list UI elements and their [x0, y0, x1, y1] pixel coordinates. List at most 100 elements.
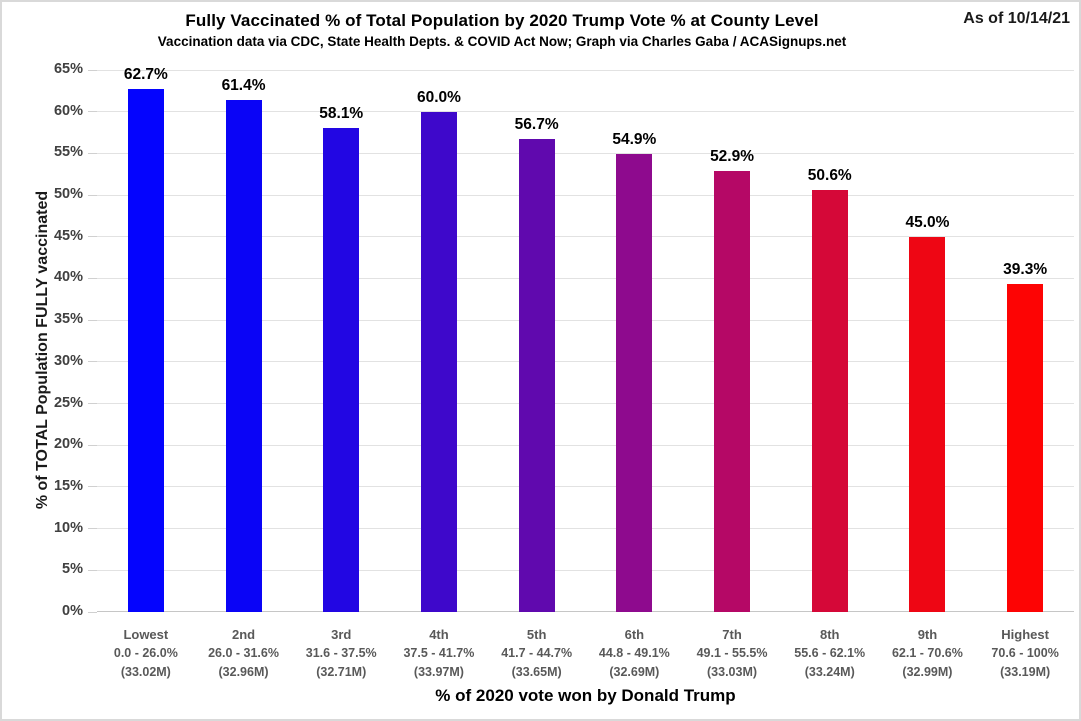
y-tick-mark — [88, 236, 97, 238]
y-tick-label: 15% — [53, 477, 83, 494]
y-tick-mark — [88, 611, 97, 613]
x-category-population: (33.65M) — [511, 665, 562, 679]
x-category-range: 44.8 - 49.1% — [598, 646, 670, 660]
gridline — [97, 319, 1074, 321]
x-axis-line — [97, 611, 1074, 612]
x-category-name: 9th — [917, 627, 938, 642]
y-tick-label: 35% — [53, 311, 83, 328]
x-category-label: 8th 55.6 - 62.1% (33.24M) — [781, 625, 879, 682]
y-axis-title: % of TOTAL Population FULLY vaccinated — [34, 190, 51, 510]
y-tick-label: 40% — [53, 269, 83, 286]
x-category-population: (32.99M) — [902, 665, 953, 679]
y-tick-mark — [88, 528, 97, 530]
y-tick-label: 5% — [62, 561, 83, 578]
gridline — [97, 528, 1074, 530]
bar-value-label: 39.3% — [1003, 261, 1048, 279]
x-category-range: 41.7 - 44.7% — [501, 646, 573, 660]
y-tick-label: 45% — [53, 227, 83, 244]
x-category-name: 5th — [526, 627, 547, 642]
y-tick-label: 0% — [62, 603, 83, 619]
bar-value-label: 56.7% — [514, 116, 559, 134]
gridline — [97, 236, 1074, 238]
x-category-name: 8th — [819, 627, 840, 642]
x-category-range: 70.6 - 100% — [991, 646, 1059, 660]
bar — [420, 111, 457, 612]
gridline — [97, 569, 1074, 571]
bar — [714, 170, 751, 612]
bar-value-label: 54.9% — [612, 131, 657, 149]
bar — [1007, 284, 1044, 612]
bar — [127, 89, 164, 612]
y-tick-mark — [88, 444, 97, 446]
x-category-label: 5th 41.7 - 44.7% (33.65M) — [488, 625, 586, 682]
x-category-name: 6th — [624, 627, 645, 642]
y-tick-label: 55% — [53, 144, 83, 161]
y-tick-mark — [88, 152, 97, 154]
x-category-name: 4th — [429, 627, 449, 642]
gridline — [97, 444, 1074, 446]
gridline — [97, 111, 1074, 113]
x-category-name: Highest — [1001, 627, 1049, 642]
bar-value-label: 62.7% — [123, 66, 168, 84]
bar — [225, 100, 262, 612]
x-category-label: Lowest 0.0 - 26.0% (33.02M) — [97, 625, 195, 682]
y-tick-mark — [88, 486, 97, 488]
x-category-label: 2nd 26.0 - 31.6% (32.96M) — [195, 625, 293, 682]
x-category-name: 2nd — [231, 627, 256, 642]
y-tick-label: 10% — [53, 519, 83, 536]
y-tick-mark — [88, 69, 97, 71]
y-tick-label: 60% — [53, 102, 83, 119]
gridline — [97, 403, 1074, 405]
y-tick-label: 20% — [53, 436, 83, 453]
bar-value-label: 52.9% — [710, 147, 755, 165]
x-category-name: 3rd — [331, 627, 352, 642]
x-category-label: Highest 70.6 - 100% (33.19M) — [976, 625, 1074, 682]
x-category-population: (33.02M) — [120, 665, 171, 679]
x-category-population: (32.96M) — [218, 665, 269, 679]
x-category-population: (32.69M) — [609, 665, 660, 679]
chart-subtitle: Vaccination data via CDC, State Health D… — [157, 34, 847, 49]
y-tick-label: 25% — [53, 394, 83, 411]
y-tick-mark — [88, 111, 97, 113]
x-category-label: 6th 44.8 - 49.1% (32.69M) — [586, 625, 684, 682]
chart-title: Fully Vaccinated % of Total Population b… — [185, 11, 819, 30]
as-of-date: As of 10/14/21 — [963, 10, 1070, 27]
x-category-range: 31.6 - 37.5% — [305, 646, 377, 660]
bar — [811, 190, 848, 612]
bar — [616, 154, 653, 612]
y-tick-label: 65% — [53, 61, 83, 77]
y-tick-mark — [88, 194, 97, 196]
gridline — [97, 486, 1074, 488]
x-category-label: 9th 62.1 - 70.6% (32.99M) — [879, 625, 977, 682]
x-category-population: (33.24M) — [804, 665, 855, 679]
gridline — [97, 277, 1074, 279]
y-tick-mark — [88, 319, 97, 321]
y-tick-mark — [88, 569, 97, 571]
x-category-label: 4th 37.5 - 41.7% (33.97M) — [390, 625, 488, 682]
bar-value-label: 45.0% — [905, 213, 950, 231]
y-tick-label: 30% — [53, 352, 83, 369]
bar-value-label: 61.4% — [221, 77, 266, 95]
bar — [909, 236, 946, 612]
bar — [323, 127, 360, 612]
x-category-name: Lowest — [123, 627, 169, 642]
x-category-range: 26.0 - 31.6% — [208, 646, 279, 660]
bar — [518, 139, 555, 612]
x-category-population: (33.03M) — [707, 665, 758, 679]
plot-area: 0% 5% 10% 15% 20% 25% 30% 35% 40% 45% 50% 55% 60% 65%… — [54, 61, 1074, 679]
bar-value-label: 58.1% — [319, 104, 364, 122]
x-category-label: 7th 49.1 - 55.5% (33.03M) — [683, 625, 781, 682]
gridline — [97, 152, 1074, 154]
bar-value-label: 50.6% — [807, 167, 852, 185]
x-category-range: 49.1 - 55.5% — [696, 646, 768, 660]
x-category-population: (32.71M) — [316, 665, 367, 679]
x-category-range: 0.0 - 26.0% — [113, 646, 178, 660]
y-tick-label: 50% — [53, 186, 83, 203]
y-tick-mark — [88, 361, 97, 363]
gridline — [97, 69, 1074, 71]
x-category-range: 62.1 - 70.6% — [891, 646, 963, 660]
bar-value-label: 60.0% — [416, 88, 461, 106]
x-category-range: 37.5 - 41.7% — [403, 646, 475, 660]
gridline — [97, 361, 1074, 363]
